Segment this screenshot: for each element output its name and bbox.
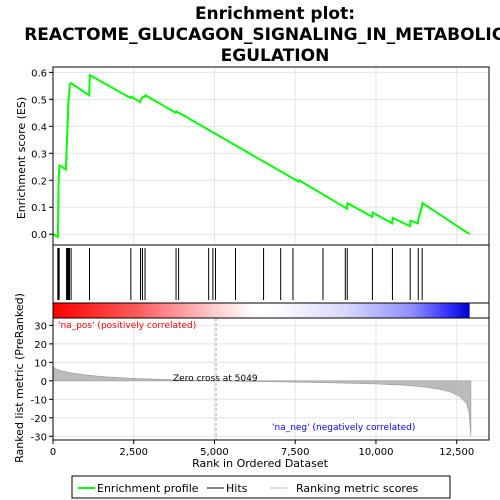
metric-tick-label: -20 — [31, 414, 47, 425]
x-tick-label: 7,500 — [281, 447, 310, 458]
x-tick-label: 5,000 — [200, 447, 229, 458]
metric-tick-label: -30 — [31, 432, 47, 443]
chart-title-line-1: Enrichment plot: — [195, 4, 355, 24]
rank-gradient — [53, 303, 470, 318]
metric-panel: 30 20 10 0 -10 -20 -30 — [31, 317, 490, 443]
legend-es-label: Enrichment profile — [97, 482, 199, 495]
x-axis-label: Rank in Ordered Dataset — [192, 457, 329, 470]
es-y-axis-label: Enrichment score (ES) — [15, 97, 28, 219]
zero-cross-annotation: Zero cross at 5049 — [173, 374, 258, 384]
pos-correlated-annotation: 'na_pos' (positively correlated) — [58, 321, 196, 331]
hits-panel — [52, 244, 490, 304]
es-tick-label: 0.0 — [31, 230, 47, 241]
chart-title-line-2: REACTOME_GLUCAGON_SIGNALING_IN_METABOLIC… — [24, 25, 500, 45]
x-tick-label: 12,500 — [439, 447, 474, 458]
es-tick-label: 0.6 — [31, 68, 47, 79]
hits-frame — [52, 244, 490, 304]
metric-tick-label: 0 — [41, 377, 47, 388]
metric-area — [52, 365, 472, 437]
metric-tick-label: 30 — [34, 321, 47, 332]
metric-frame — [52, 317, 490, 441]
chart-title-line-3: EGULATION — [221, 46, 330, 66]
es-panel: 0.0 0.1 0.2 0.3 0.4 0.5 0.6 — [31, 66, 490, 246]
es-profile-line — [52, 73, 471, 239]
neg-correlated-annotation: 'na_neg' (negatively correlated) — [272, 423, 415, 433]
legend-frame — [71, 475, 451, 499]
metric-tick-label: 10 — [34, 358, 47, 369]
legend: Enrichment profile Hits Ranking metric s… — [71, 475, 451, 499]
es-plot-area — [53, 67, 489, 245]
rank-color-bar — [52, 302, 490, 319]
metric-y-axis-label: Ranked list metric (PreRanked) — [13, 293, 26, 463]
legend-hits-label: Hits — [226, 482, 248, 495]
x-tick-label: 0 — [50, 447, 56, 458]
metric-tick-label: 20 — [34, 340, 47, 351]
es-tick-label: 0.5 — [31, 95, 47, 106]
legend-metric-label: Ranking metric scores — [296, 482, 418, 495]
es-tick-label: 0.3 — [31, 149, 47, 160]
x-tick-label: 2,500 — [119, 447, 148, 458]
x-tick-label: 10,000 — [358, 447, 393, 458]
metric-tick-label: -10 — [31, 395, 47, 406]
es-tick-label: 0.1 — [31, 203, 47, 214]
x-axis: 0 2,500 5,000 7,500 10,000 12,500 — [50, 440, 474, 458]
es-tick-label: 0.2 — [31, 176, 47, 187]
es-tick-label: 0.4 — [31, 122, 47, 133]
